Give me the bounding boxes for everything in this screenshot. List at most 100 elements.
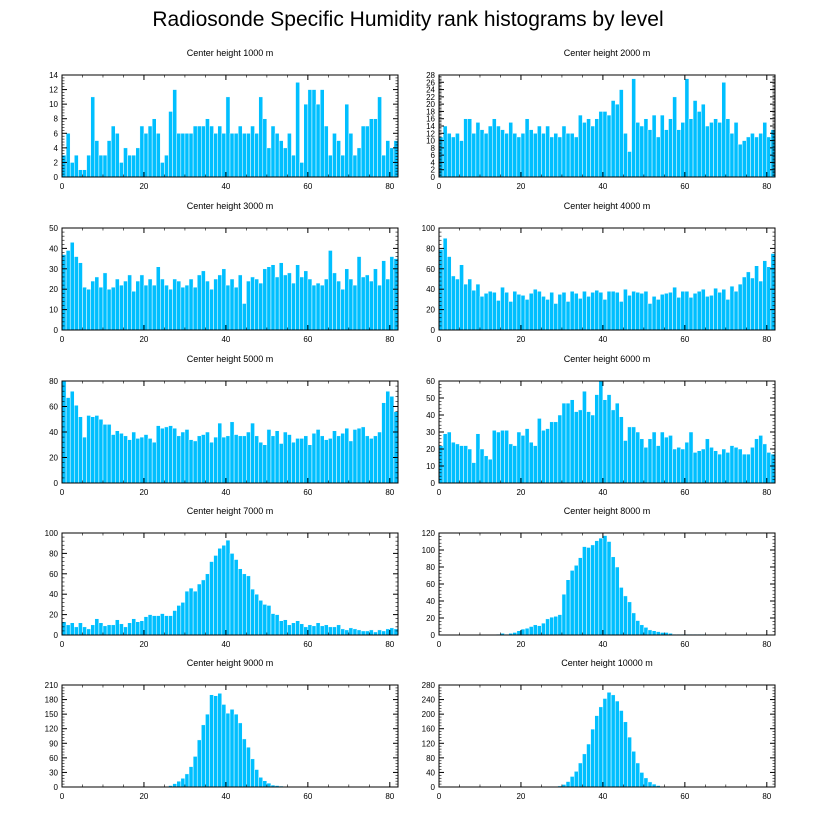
histogram-bar [184, 429, 190, 484]
histogram-bar [762, 443, 768, 484]
histogram-bar [672, 448, 677, 484]
histogram-bar [528, 441, 534, 484]
x-tick-label: 40 [598, 335, 607, 344]
histogram-bar [610, 556, 616, 636]
histogram-bar [594, 540, 600, 636]
histogram-bar [250, 588, 255, 636]
histogram-bar [393, 258, 399, 331]
histogram-bar [381, 154, 386, 178]
histogram-bar [754, 136, 759, 178]
histogram-panel: Center height 7000 m 0 20 40 60 80 0 20 40 60 80 10… [45, 506, 399, 649]
y-tick-label: 18 [426, 107, 435, 116]
histogram-bar [631, 612, 636, 636]
histogram-bar [319, 435, 325, 484]
histogram-bar [766, 452, 772, 484]
histogram-bar [692, 100, 698, 178]
histogram-bar [385, 140, 391, 178]
histogram-bar [578, 298, 583, 331]
y-tick-label: 22 [426, 93, 435, 102]
histogram-bar [750, 277, 755, 331]
histogram-bar [332, 272, 337, 331]
histogram-bar [721, 448, 727, 484]
histogram-bar [94, 276, 100, 331]
histogram-bar [725, 452, 731, 484]
histogram-bar [766, 266, 772, 331]
histogram-bar [336, 435, 341, 484]
histogram-bar [639, 293, 645, 331]
histogram-bar [619, 89, 624, 178]
histogram-bar [496, 125, 501, 178]
histogram-bar [627, 295, 632, 331]
histogram-bar [381, 402, 386, 484]
histogram-bar [754, 438, 759, 484]
histogram-bar [139, 436, 145, 484]
histogram-bar [336, 280, 341, 331]
y-tick-label: 20 [426, 614, 435, 623]
histogram-bar [610, 409, 616, 484]
histogram-bar [196, 583, 202, 636]
histogram-bar [106, 424, 112, 484]
histogram-bar [606, 290, 612, 331]
histogram-bar [352, 429, 358, 484]
histogram-bar [115, 278, 120, 331]
x-tick-label: 80 [385, 488, 394, 497]
histogram-bar [192, 286, 198, 331]
histogram-bar [229, 553, 235, 636]
histogram-bar [713, 450, 718, 484]
y-tick-label: 60 [426, 377, 435, 386]
histogram-bar [201, 270, 206, 331]
histogram-bar [225, 435, 231, 484]
histogram-bar [561, 402, 567, 484]
histogram-bar [684, 441, 690, 484]
histogram-bar [303, 103, 309, 178]
histogram-bar [135, 621, 141, 636]
plot-frame [438, 227, 776, 331]
histogram-bar [647, 781, 653, 788]
x-tick-label: 0 [437, 640, 442, 649]
histogram-bar [172, 610, 177, 636]
histogram-bar [315, 622, 321, 636]
histogram-bar [631, 751, 636, 788]
histogram-bar [131, 290, 137, 331]
histogram-bar [82, 286, 87, 331]
y-tick-label: 40 [426, 597, 435, 606]
histogram-bar [647, 129, 653, 178]
histogram-bar [307, 89, 313, 178]
histogram-bar [492, 292, 497, 331]
histogram-bar [328, 438, 333, 484]
histogram-bar [201, 125, 206, 178]
histogram-bar [225, 539, 231, 636]
histogram-bar [393, 140, 399, 178]
y-tick-label: 2 [54, 158, 59, 167]
y-tick-label: 0 [431, 173, 436, 182]
y-tick-label: 40 [49, 428, 58, 437]
histogram-bar [528, 626, 534, 636]
histogram-bar [110, 624, 116, 636]
histogram-bar [237, 568, 243, 636]
histogram-bar [164, 426, 169, 484]
histogram-bar [664, 129, 669, 178]
histogram-bar [237, 722, 243, 788]
histogram-bar [237, 435, 243, 484]
histogram-bar [258, 441, 264, 484]
histogram-bar [717, 122, 722, 178]
histogram-bar [614, 103, 620, 178]
histogram-bar [692, 452, 698, 484]
histogram-bar [250, 125, 255, 178]
histogram-bar [582, 122, 587, 178]
histogram-bar [168, 615, 173, 636]
histogram-bar [492, 430, 497, 484]
histogram-bar [545, 618, 550, 636]
histogram-bar [164, 154, 169, 178]
histogram-bar [90, 624, 96, 636]
histogram-bar [578, 557, 583, 636]
histogram-bar [520, 295, 526, 331]
histogram-bar [594, 715, 600, 788]
histogram-bar [127, 439, 132, 484]
y-tick-label: 14 [426, 122, 435, 131]
histogram-bar [463, 118, 468, 178]
histogram-bar [65, 250, 71, 331]
histogram-bar [299, 162, 305, 178]
histogram-bar [311, 284, 317, 331]
